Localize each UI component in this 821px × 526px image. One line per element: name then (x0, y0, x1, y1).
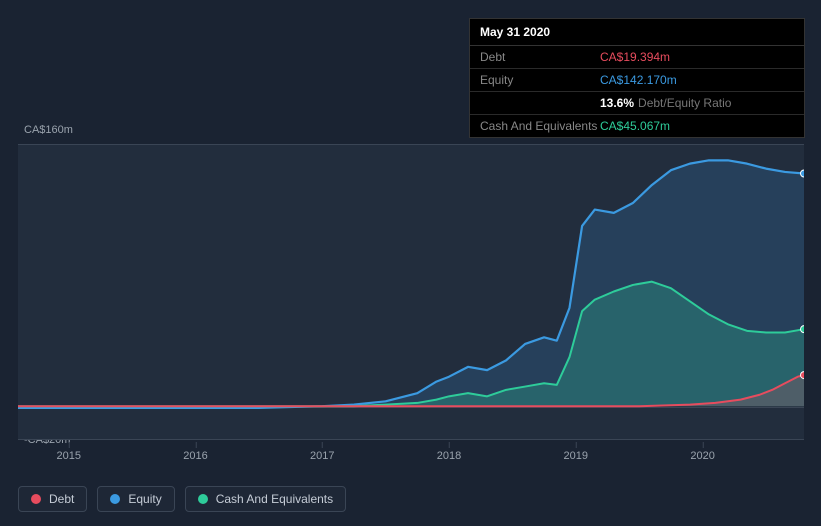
tooltip-row-cash: Cash And Equivalents CA$45.067m (470, 115, 804, 137)
tooltip-value: CA$45.067m (600, 119, 794, 133)
chart-tooltip: May 31 2020 Debt CA$19.394m Equity CA$14… (469, 18, 805, 138)
series-end-marker (801, 326, 805, 333)
legend-label: Debt (49, 492, 74, 506)
tooltip-row-equity: Equity CA$142.170m (470, 69, 804, 92)
ratio-pct: 13.6% (600, 96, 634, 110)
ratio-label: Debt/Equity Ratio (638, 96, 731, 110)
chart-legend: Debt Equity Cash And Equivalents (18, 486, 346, 512)
legend-item-debt[interactable]: Debt (18, 486, 87, 512)
tooltip-date: May 31 2020 (470, 19, 804, 46)
series-end-marker (801, 372, 805, 379)
tooltip-label: Equity (480, 73, 600, 87)
legend-item-equity[interactable]: Equity (97, 486, 174, 512)
x-axis-tick: 2017 (310, 450, 334, 462)
tooltip-value: 13.6% Debt/Equity Ratio (600, 96, 794, 110)
legend-swatch (110, 494, 120, 504)
x-axis-tick: 2020 (690, 450, 714, 462)
series-area-cash-and-equivalents (18, 282, 804, 407)
x-axis-tick: 2015 (56, 450, 80, 462)
legend-swatch (198, 494, 208, 504)
tooltip-label: Cash And Equivalents (480, 119, 600, 133)
legend-swatch (31, 494, 41, 504)
y-axis-label: CA$160m (24, 124, 73, 136)
tooltip-row-debt: Debt CA$19.394m (470, 46, 804, 69)
chart-plot[interactable] (18, 144, 804, 440)
tooltip-label (480, 96, 600, 110)
legend-item-cash-and-equivalents[interactable]: Cash And Equivalents (185, 486, 346, 512)
x-axis: 2015 2016 2017 2018 2019 2020 (18, 444, 804, 464)
legend-label: Cash And Equivalents (216, 492, 333, 506)
x-axis-tick: 2019 (564, 450, 588, 462)
chart-area: CA$160mCA$0-CA$20m (18, 120, 804, 440)
tooltip-row-ratio: 13.6% Debt/Equity Ratio (470, 92, 804, 115)
series-end-marker (801, 170, 805, 177)
tooltip-label: Debt (480, 50, 600, 64)
x-axis-tick: 2016 (183, 450, 207, 462)
x-axis-tick: 2018 (437, 450, 461, 462)
tooltip-value: CA$142.170m (600, 73, 794, 87)
tooltip-value: CA$19.394m (600, 50, 794, 64)
legend-label: Equity (128, 492, 161, 506)
